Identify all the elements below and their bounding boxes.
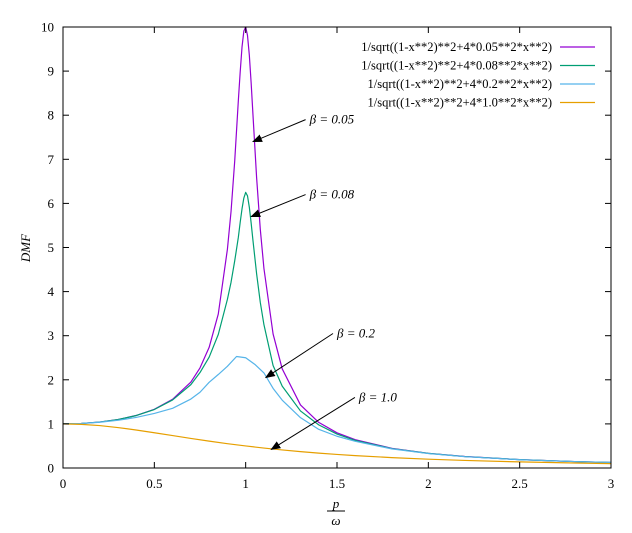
legend-label: 1/sqrt((1-x**2)**2+4*0.2**2*x**2) — [368, 77, 552, 91]
y-tick-label: 9 — [48, 64, 55, 79]
series-layer — [62, 26, 612, 465]
x-axis-label-numerator: p — [332, 496, 340, 511]
y-axis-label: DMF — [18, 233, 33, 263]
y-tick-label: 1 — [48, 416, 55, 431]
y-tick-label: 4 — [48, 284, 55, 299]
x-tick-label: 0 — [60, 476, 67, 491]
annotation-label: β = 0.2 — [336, 325, 375, 340]
ticks-layer: 0 0.5 1 1.5 2 2.5 3 0 1 2 3 4 5 6 7 8 9 10 — [41, 20, 614, 492]
y-tick-label: 8 — [48, 108, 55, 123]
x-tick-label: 0.5 — [146, 476, 162, 491]
series-line-beta-0-05 — [62, 26, 612, 464]
plot-frame — [62, 26, 612, 469]
annotation-arrow — [264, 333, 334, 379]
y-tick-label: 7 — [48, 152, 55, 167]
annotation-label: β = 1.0 — [358, 389, 397, 404]
series-line-beta-1 — [62, 423, 612, 465]
y-tick-label: 0 — [48, 461, 55, 476]
series-line-beta-0-08 — [62, 191, 612, 464]
x-tick-label: 1.5 — [329, 476, 345, 491]
x-axis-label: p ω — [327, 496, 345, 528]
annotation-label: β = 0.08 — [309, 187, 355, 202]
y-tick-label: 10 — [41, 20, 54, 35]
annotation-label: β = 0.05 — [309, 112, 355, 127]
legend-label: 1/sqrt((1-x**2)**2+4*1.0**2*x**2) — [368, 96, 552, 110]
annotation-arrow — [270, 397, 356, 451]
annotation-arrow — [250, 194, 306, 218]
x-tick-label: 3 — [608, 476, 615, 491]
y-tick-label: 6 — [48, 196, 55, 211]
legend-label: 1/sqrt((1-x**2)**2+4*0.08**2*x**2) — [361, 59, 552, 73]
legend: 1/sqrt((1-x**2)**2+4*0.05**2*x**2) 1/sqrt… — [361, 40, 595, 110]
x-tick-label: 2.5 — [512, 476, 528, 491]
x-tick-label: 1 — [242, 476, 249, 491]
annotation-arrow — [252, 119, 306, 143]
y-tick-label: 2 — [48, 372, 55, 387]
y-tick-label: 5 — [48, 240, 55, 255]
y-tick-label: 3 — [48, 328, 55, 343]
legend-label: 1/sqrt((1-x**2)**2+4*0.05**2*x**2) — [361, 40, 552, 54]
x-tick-label: 2 — [425, 476, 432, 491]
x-axis-label-denominator: ω — [331, 513, 340, 528]
annotation-layer: β = 0.05 β = 0.08 β = 0.2 β = 1.0 — [250, 112, 397, 451]
series-line-beta-0-2 — [62, 355, 612, 464]
